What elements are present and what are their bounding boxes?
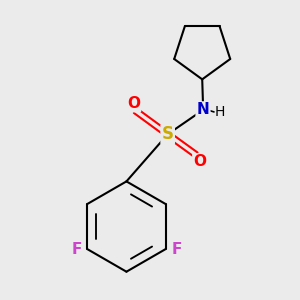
Text: F: F — [171, 242, 182, 256]
Text: H: H — [214, 105, 225, 119]
Text: O: O — [194, 154, 206, 169]
Text: S: S — [162, 125, 174, 143]
Text: F: F — [71, 242, 82, 256]
Text: N: N — [196, 103, 209, 118]
Text: O: O — [127, 96, 140, 111]
